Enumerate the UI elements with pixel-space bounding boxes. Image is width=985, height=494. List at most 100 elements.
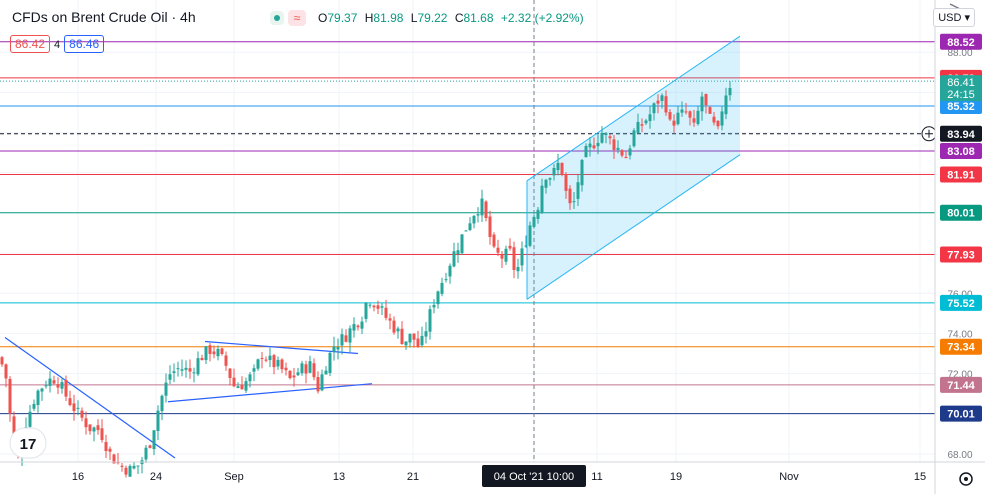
candle-body [172,371,176,373]
candle-body [460,234,464,254]
candle-body [668,112,672,120]
x-tick-label: 15 [914,471,926,483]
candle-body [72,403,76,411]
candle-body [400,328,404,345]
candle-body [724,95,728,115]
candle-body [236,386,240,388]
candle-body [616,147,620,150]
candle-body [144,447,148,460]
candle-body [552,167,556,176]
candle-body [644,120,648,124]
current-price-badge [940,75,982,102]
candle-body [448,265,452,277]
candle-body [288,370,292,379]
level-badge [940,294,982,311]
candle-body [392,320,396,333]
candle-body [456,250,460,255]
candle-body [676,112,680,125]
currency-select[interactable]: USD ▾ [933,8,975,27]
candle-body [564,174,568,191]
candle-body [544,179,548,188]
candle-body [112,454,116,464]
candle-body [224,355,228,366]
candle-body [104,442,108,452]
x-tick-label: 16 [72,471,84,483]
candle-body [256,359,260,369]
candle-body [428,309,432,332]
candle-body [8,378,12,414]
candle-body [472,215,476,224]
candle-body [436,291,440,305]
candle-body [672,120,676,126]
level-badge [940,166,982,183]
candle-body [528,225,532,246]
x-tick-label: 11 [591,471,602,483]
candle-body [340,334,344,346]
live-indicator-icon[interactable] [270,11,284,25]
candle-body [192,372,196,374]
candle-body [524,245,528,247]
candle-body [412,333,416,340]
candle-body [640,124,644,126]
spread-value: 4 [54,39,61,51]
candle-body [12,416,16,440]
level-badge-label: 70.01 [947,409,975,421]
candle-body [480,198,484,216]
low-value: 79.22 [417,11,448,25]
candle-body [136,465,140,467]
candle-body [484,201,488,219]
candle-body [536,209,540,219]
ask-button[interactable]: 86.46 [64,35,105,53]
candle-body [44,385,48,387]
level-badge-label: 71.44 [947,380,975,392]
candle-body [568,188,572,204]
candle-body [556,162,560,171]
settings-icon [959,472,973,486]
candle-body [88,424,92,432]
candle-body [504,248,508,262]
candle-body [348,328,352,343]
candle-body [408,333,412,343]
open-value: 79.37 [327,11,358,25]
candle-body [332,346,336,352]
x-tick-label: Nov [779,471,799,483]
candle-body [584,145,588,158]
candle-body [336,346,340,350]
candle-body [244,381,248,391]
candle-body [52,380,56,384]
level-badge-label: 85.32 [947,101,975,113]
candle-body [76,407,80,409]
candle-body [56,384,60,388]
candle-body [148,445,152,448]
candle-body [464,230,468,232]
candle-body [28,411,32,427]
level-badge-label: 83.08 [947,146,975,158]
high-label: H [364,11,374,25]
current-price-label: 86.41 [947,77,975,89]
low-label: L [410,11,418,25]
candle-body [580,159,584,186]
level-badge [940,33,982,50]
candle-body [728,88,732,96]
candle-body [160,395,164,412]
bid-button[interactable]: 86.42 [10,35,51,53]
candle-body [384,307,388,318]
candle-body [612,139,616,150]
wave-icon[interactable]: ≈ [288,10,306,26]
candle-body [344,335,348,342]
candle-body [468,223,472,230]
candle-body [316,377,320,392]
candle-body [32,403,36,409]
candle-body [228,368,232,379]
candle-body [664,96,668,113]
candle-body [268,355,272,360]
candle-body [204,346,208,361]
candle-body [96,425,100,431]
candles [0,81,732,478]
candle-body [84,418,88,428]
candle-body [108,448,112,452]
candle-body [352,324,356,331]
candle-body [588,143,592,148]
candle-body [596,142,600,147]
